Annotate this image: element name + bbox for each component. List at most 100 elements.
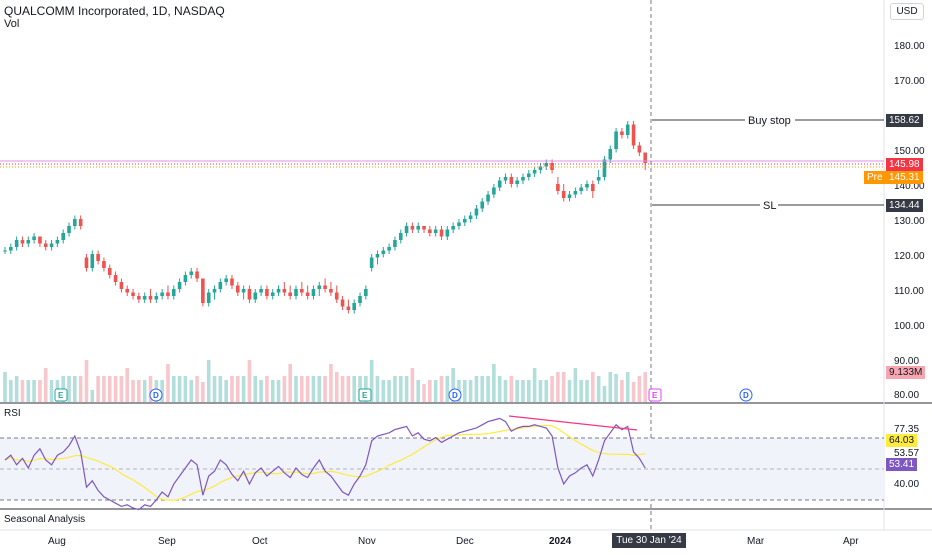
volume-bar xyxy=(276,380,281,402)
volume-bar xyxy=(503,380,508,402)
candle-body xyxy=(521,177,525,181)
volume-bar xyxy=(113,376,118,402)
divergence-line[interactable] xyxy=(508,415,638,431)
candle-body xyxy=(90,254,95,268)
symbol-title[interactable]: QUALCOMM Incorporated, 1D, NASDAQ xyxy=(4,4,225,18)
volume-bar xyxy=(84,360,89,402)
volume-bar xyxy=(340,376,345,402)
volume-bar xyxy=(49,380,54,402)
price-tick-180: 180.00 xyxy=(894,41,925,52)
volume-bar xyxy=(393,376,397,402)
candle-body xyxy=(195,271,199,279)
volume-bar xyxy=(375,376,380,402)
candle-body xyxy=(585,184,589,188)
candle-body xyxy=(486,194,490,202)
candle-body xyxy=(358,296,362,303)
candle-body xyxy=(428,229,432,233)
candle-body xyxy=(218,282,223,289)
candle-body xyxy=(253,292,258,300)
candle-body xyxy=(561,191,566,198)
rsi-tick-53: 53.57 xyxy=(894,448,919,459)
earnings-marker-upcoming[interactable]: E xyxy=(648,388,662,402)
dividend-marker-upcoming[interactable]: D xyxy=(739,388,753,402)
candle-body xyxy=(614,131,618,149)
earnings-marker[interactable]: E xyxy=(54,388,68,402)
candle-body xyxy=(398,233,403,240)
dividend-marker[interactable]: D xyxy=(149,388,163,402)
volume-bar xyxy=(9,380,13,402)
price-tick-100: 100.00 xyxy=(894,321,925,332)
volume-bar xyxy=(468,380,473,402)
volume-bar xyxy=(509,376,514,402)
volume-bar xyxy=(166,364,170,402)
volume-bar xyxy=(317,376,322,402)
volume-bar xyxy=(311,376,316,402)
candle-body xyxy=(282,289,287,293)
volume-bar xyxy=(573,368,578,402)
volume-bar xyxy=(90,390,95,402)
volume-bar xyxy=(20,380,25,402)
crosshair-date-label: Tue 30 Jan '24 xyxy=(612,533,686,548)
time-tick-sep: Sep xyxy=(158,536,176,547)
volume-value-tag: 9.133M xyxy=(886,366,926,379)
candle-body xyxy=(556,184,560,191)
candle-body xyxy=(49,243,54,247)
dividend-marker[interactable]: D xyxy=(448,388,462,402)
candle-body xyxy=(96,254,100,261)
candle-body xyxy=(305,292,310,296)
rsi-ma-value-tag: 64.03 xyxy=(886,434,918,447)
volume-bar xyxy=(334,372,339,402)
currency-button[interactable]: USD xyxy=(890,3,924,20)
candle-body xyxy=(625,124,630,135)
candle-body xyxy=(55,240,60,244)
volume-bar xyxy=(474,376,479,402)
candle-body xyxy=(503,177,508,181)
volume-bar xyxy=(253,376,258,402)
candle-body xyxy=(9,247,13,251)
volume-bar xyxy=(643,372,647,402)
candle-body xyxy=(393,240,397,247)
volume-bar xyxy=(422,384,426,402)
candlesticks xyxy=(3,121,647,314)
candle-body xyxy=(643,152,647,163)
candle-body xyxy=(567,194,572,198)
seasonal-analysis-label[interactable]: Seasonal Analysis xyxy=(4,514,86,525)
volume-bar xyxy=(270,380,275,402)
candle-body xyxy=(433,229,438,233)
earnings-marker[interactable]: E xyxy=(358,388,372,402)
svg-text:E: E xyxy=(58,391,64,400)
volume-bar xyxy=(171,376,176,402)
volume-indicator-label[interactable]: Vol xyxy=(4,18,20,30)
volume-bar xyxy=(381,380,386,402)
volume-bar xyxy=(224,380,228,402)
volume-bar xyxy=(189,380,194,402)
volume-bar xyxy=(323,376,327,402)
candle-body xyxy=(288,292,292,296)
candle-body xyxy=(236,285,240,293)
last-price-tag: 145.98 xyxy=(886,158,923,171)
candle-body xyxy=(38,236,42,244)
candle-body xyxy=(620,131,624,135)
volume-bar xyxy=(218,376,223,402)
price-tick-130: 130.00 xyxy=(894,216,925,227)
volume-bar xyxy=(352,376,356,402)
price-tick-170: 170.00 xyxy=(894,76,925,87)
candle-body xyxy=(224,278,228,282)
candle-body xyxy=(241,289,246,293)
candle-body xyxy=(602,159,607,177)
volume-bar xyxy=(544,380,549,402)
volume-bar xyxy=(433,380,438,402)
volume-bar xyxy=(102,376,106,402)
rsi-indicator-label[interactable]: RSI xyxy=(4,408,21,419)
volume-bar xyxy=(288,364,292,402)
price-tick-110: 110.00 xyxy=(894,286,924,297)
candle-body xyxy=(171,289,176,296)
candle-body xyxy=(125,289,130,293)
candle-body xyxy=(340,299,345,307)
candle-body xyxy=(509,177,514,184)
volume-bar xyxy=(561,372,566,402)
volume-bar xyxy=(538,380,543,402)
candle-body xyxy=(73,219,77,226)
candle-body xyxy=(387,247,391,251)
